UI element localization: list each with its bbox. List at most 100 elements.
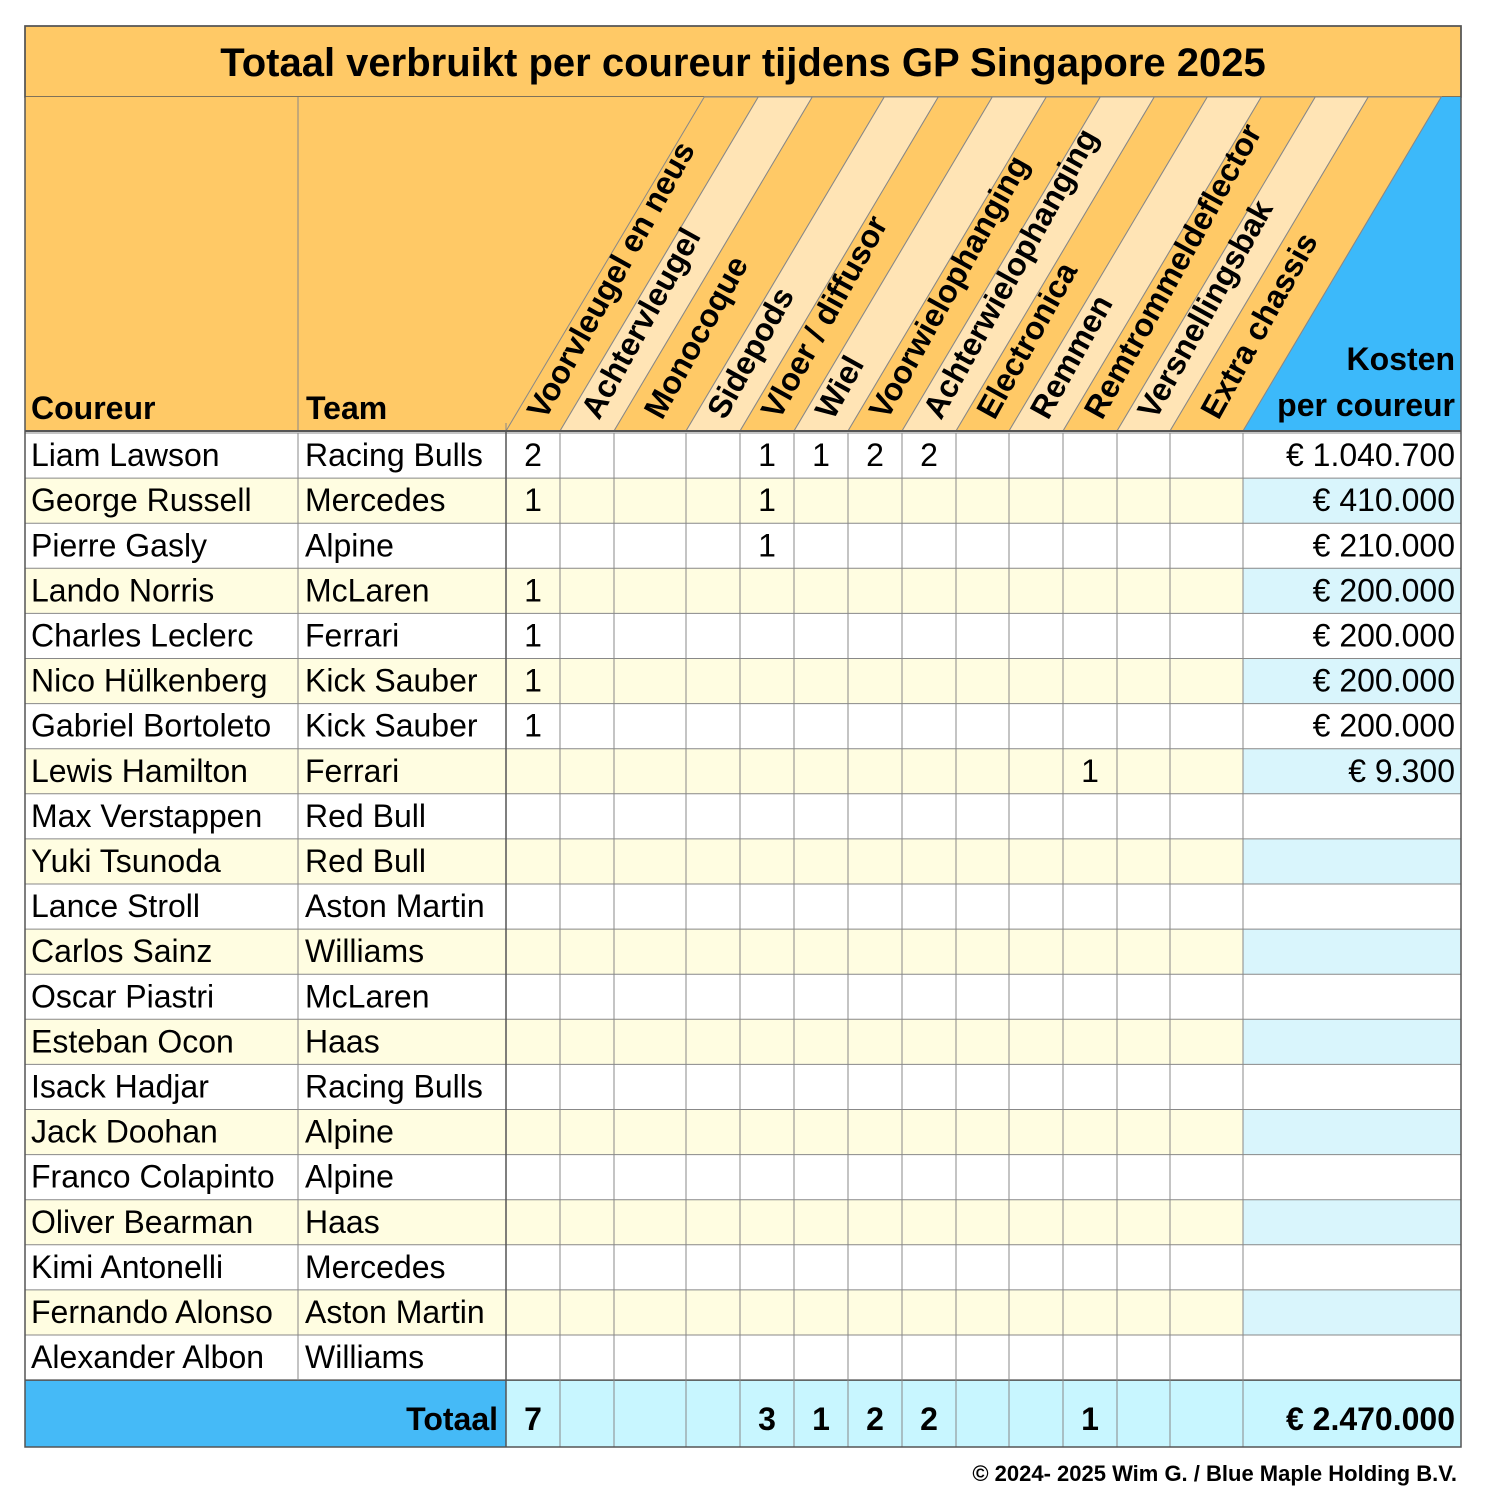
totals-row: Totaal 7 3 1 2 2 1 € 2.470.000 — [25, 1380, 1461, 1447]
team-name: Alpine — [305, 1114, 394, 1150]
total-part-count: 2 — [920, 1401, 938, 1437]
driver-name: Liam Lawson — [31, 437, 220, 473]
driver-name: Max Verstappen — [31, 798, 262, 834]
driver-name: Fernando Alonso — [31, 1294, 273, 1330]
table-title: Totaal verbruikt per coureur tijdens GP … — [220, 41, 1266, 85]
driver-name: Jack Doohan — [31, 1114, 218, 1150]
table-row: Nico Hülkenberg Kick Sauber 1 € 200.000 — [25, 658, 1461, 704]
table-row: Liam Lawson Racing Bulls 2 1 1 2 2 € 1.040.700 — [25, 433, 1461, 479]
table-row: Oliver Bearman Haas — [25, 1199, 1461, 1245]
column-header-area: Voorvleugel en neusAchtervleugelMonocoqu… — [25, 96, 1461, 432]
header-cost-line2: per coureur — [1277, 387, 1455, 423]
driver-name: Alexander Albon — [31, 1339, 264, 1375]
table-row: Max Verstappen Red Bull — [25, 793, 1461, 839]
team-name: Aston Martin — [305, 1294, 485, 1330]
table-row: Fernando Alonso Aston Martin — [25, 1289, 1461, 1335]
team-name: Racing Bulls — [305, 1069, 483, 1105]
team-name: Alpine — [305, 527, 394, 563]
table-row: Kimi Antonelli Mercedes — [25, 1244, 1461, 1290]
title-band — [24, 25, 1462, 98]
team-name: Haas — [305, 1023, 380, 1059]
total-cost: € 2.470.000 — [1286, 1401, 1455, 1437]
team-name: Mercedes — [305, 1249, 446, 1285]
driver-name: Charles Leclerc — [31, 618, 253, 654]
table-row: Lewis Hamilton Ferrari 1 € 9.300 — [25, 748, 1461, 794]
part-count: 1 — [524, 572, 542, 608]
table-row: Charles Leclerc Ferrari 1 € 200.000 — [25, 613, 1461, 659]
table-row: Carlos Sainz Williams — [25, 929, 1461, 975]
team-name: Williams — [305, 1339, 424, 1375]
driver-name: Kimi Antonelli — [31, 1249, 223, 1285]
team-name: Kick Sauber — [305, 663, 478, 699]
driver-cost: € 200.000 — [1313, 572, 1455, 608]
driver-cost: € 200.000 — [1313, 663, 1455, 699]
part-count: 1 — [524, 482, 542, 518]
table-row: Jack Doohan Alpine — [25, 1109, 1461, 1155]
part-count: 2 — [524, 437, 542, 473]
part-count: 1 — [758, 527, 776, 563]
part-count: 2 — [920, 437, 938, 473]
driver-name: Gabriel Bortoleto — [31, 708, 271, 744]
table-row: Yuki Tsunoda Red Bull — [25, 838, 1461, 884]
driver-cost: € 210.000 — [1313, 527, 1455, 563]
driver-name: Lance Stroll — [31, 888, 200, 924]
header-team: Team — [306, 390, 387, 426]
table-row: Lando Norris McLaren 1 € 200.000 — [25, 568, 1461, 614]
table-row: Lance Stroll Aston Martin — [25, 884, 1461, 930]
part-count: 2 — [866, 437, 884, 473]
total-part-count: 1 — [812, 1401, 830, 1437]
driver-name: Franco Colapinto — [31, 1159, 275, 1195]
part-count: 1 — [524, 708, 542, 744]
table-row: Oscar Piastri McLaren — [25, 974, 1461, 1020]
table-row: George Russell Mercedes 1 1 € 410.000 — [25, 478, 1461, 524]
total-part-count: 1 — [1081, 1401, 1099, 1437]
team-name: McLaren — [305, 572, 430, 608]
driver-cost: € 9.300 — [1348, 753, 1455, 789]
part-count: 1 — [524, 663, 542, 699]
team-name: Alpine — [305, 1159, 394, 1195]
header-driver: Coureur — [31, 390, 155, 426]
driver-cost: € 1.040.700 — [1286, 437, 1455, 473]
table-row: Esteban Ocon Haas — [25, 1019, 1461, 1065]
team-name: Ferrari — [305, 618, 399, 654]
driver-name: Esteban Ocon — [31, 1023, 234, 1059]
table-row: Franco Colapinto Alpine — [25, 1154, 1461, 1200]
driver-name: Pierre Gasly — [31, 527, 207, 563]
part-count: 1 — [758, 482, 776, 518]
driver-name: Yuki Tsunoda — [31, 843, 221, 879]
table-row: Alexander Albon Williams — [25, 1335, 1461, 1381]
table-row: Pierre Gasly Alpine 1 € 210.000 — [25, 523, 1461, 569]
team-name: Kick Sauber — [305, 708, 478, 744]
header-cost-line1: Kosten — [1347, 341, 1455, 377]
part-count: 1 — [524, 618, 542, 654]
table-row: Isack Hadjar Racing Bulls — [25, 1064, 1461, 1110]
part-count: 1 — [758, 437, 776, 473]
table-body: Liam Lawson Racing Bulls 2 1 1 2 2 € 1.040.700G… — [25, 433, 1461, 1447]
team-name: Mercedes — [305, 482, 446, 518]
driver-cost: € 200.000 — [1313, 618, 1455, 654]
total-part-count: 3 — [758, 1401, 776, 1437]
driver-name: Oliver Bearman — [31, 1204, 253, 1240]
team-name: McLaren — [305, 978, 430, 1014]
team-name: Ferrari — [305, 753, 399, 789]
driver-cost: € 200.000 — [1313, 708, 1455, 744]
grid-lines — [24, 25, 1462, 1448]
team-name: Red Bull — [305, 798, 426, 834]
driver-name: George Russell — [31, 482, 252, 518]
driver-name: Isack Hadjar — [31, 1069, 209, 1105]
totals-label: Totaal — [406, 1401, 498, 1437]
part-count: 1 — [1081, 753, 1099, 789]
driver-name: Lando Norris — [31, 572, 214, 608]
driver-name: Nico Hülkenberg — [31, 663, 268, 699]
team-name: Haas — [305, 1204, 380, 1240]
driver-name: Lewis Hamilton — [31, 753, 248, 789]
table-row: Gabriel Bortoleto Kick Sauber 1 € 200.000 — [25, 703, 1461, 749]
part-count: 1 — [812, 437, 830, 473]
copyright-notice: © 2024- 2025 Wim G. / Blue Maple Holding… — [972, 1461, 1457, 1486]
team-name: Racing Bulls — [305, 437, 483, 473]
total-part-count: 7 — [524, 1401, 542, 1437]
driver-name: Carlos Sainz — [31, 933, 212, 969]
driver-name: Oscar Piastri — [31, 978, 214, 1014]
team-name: Aston Martin — [305, 888, 485, 924]
